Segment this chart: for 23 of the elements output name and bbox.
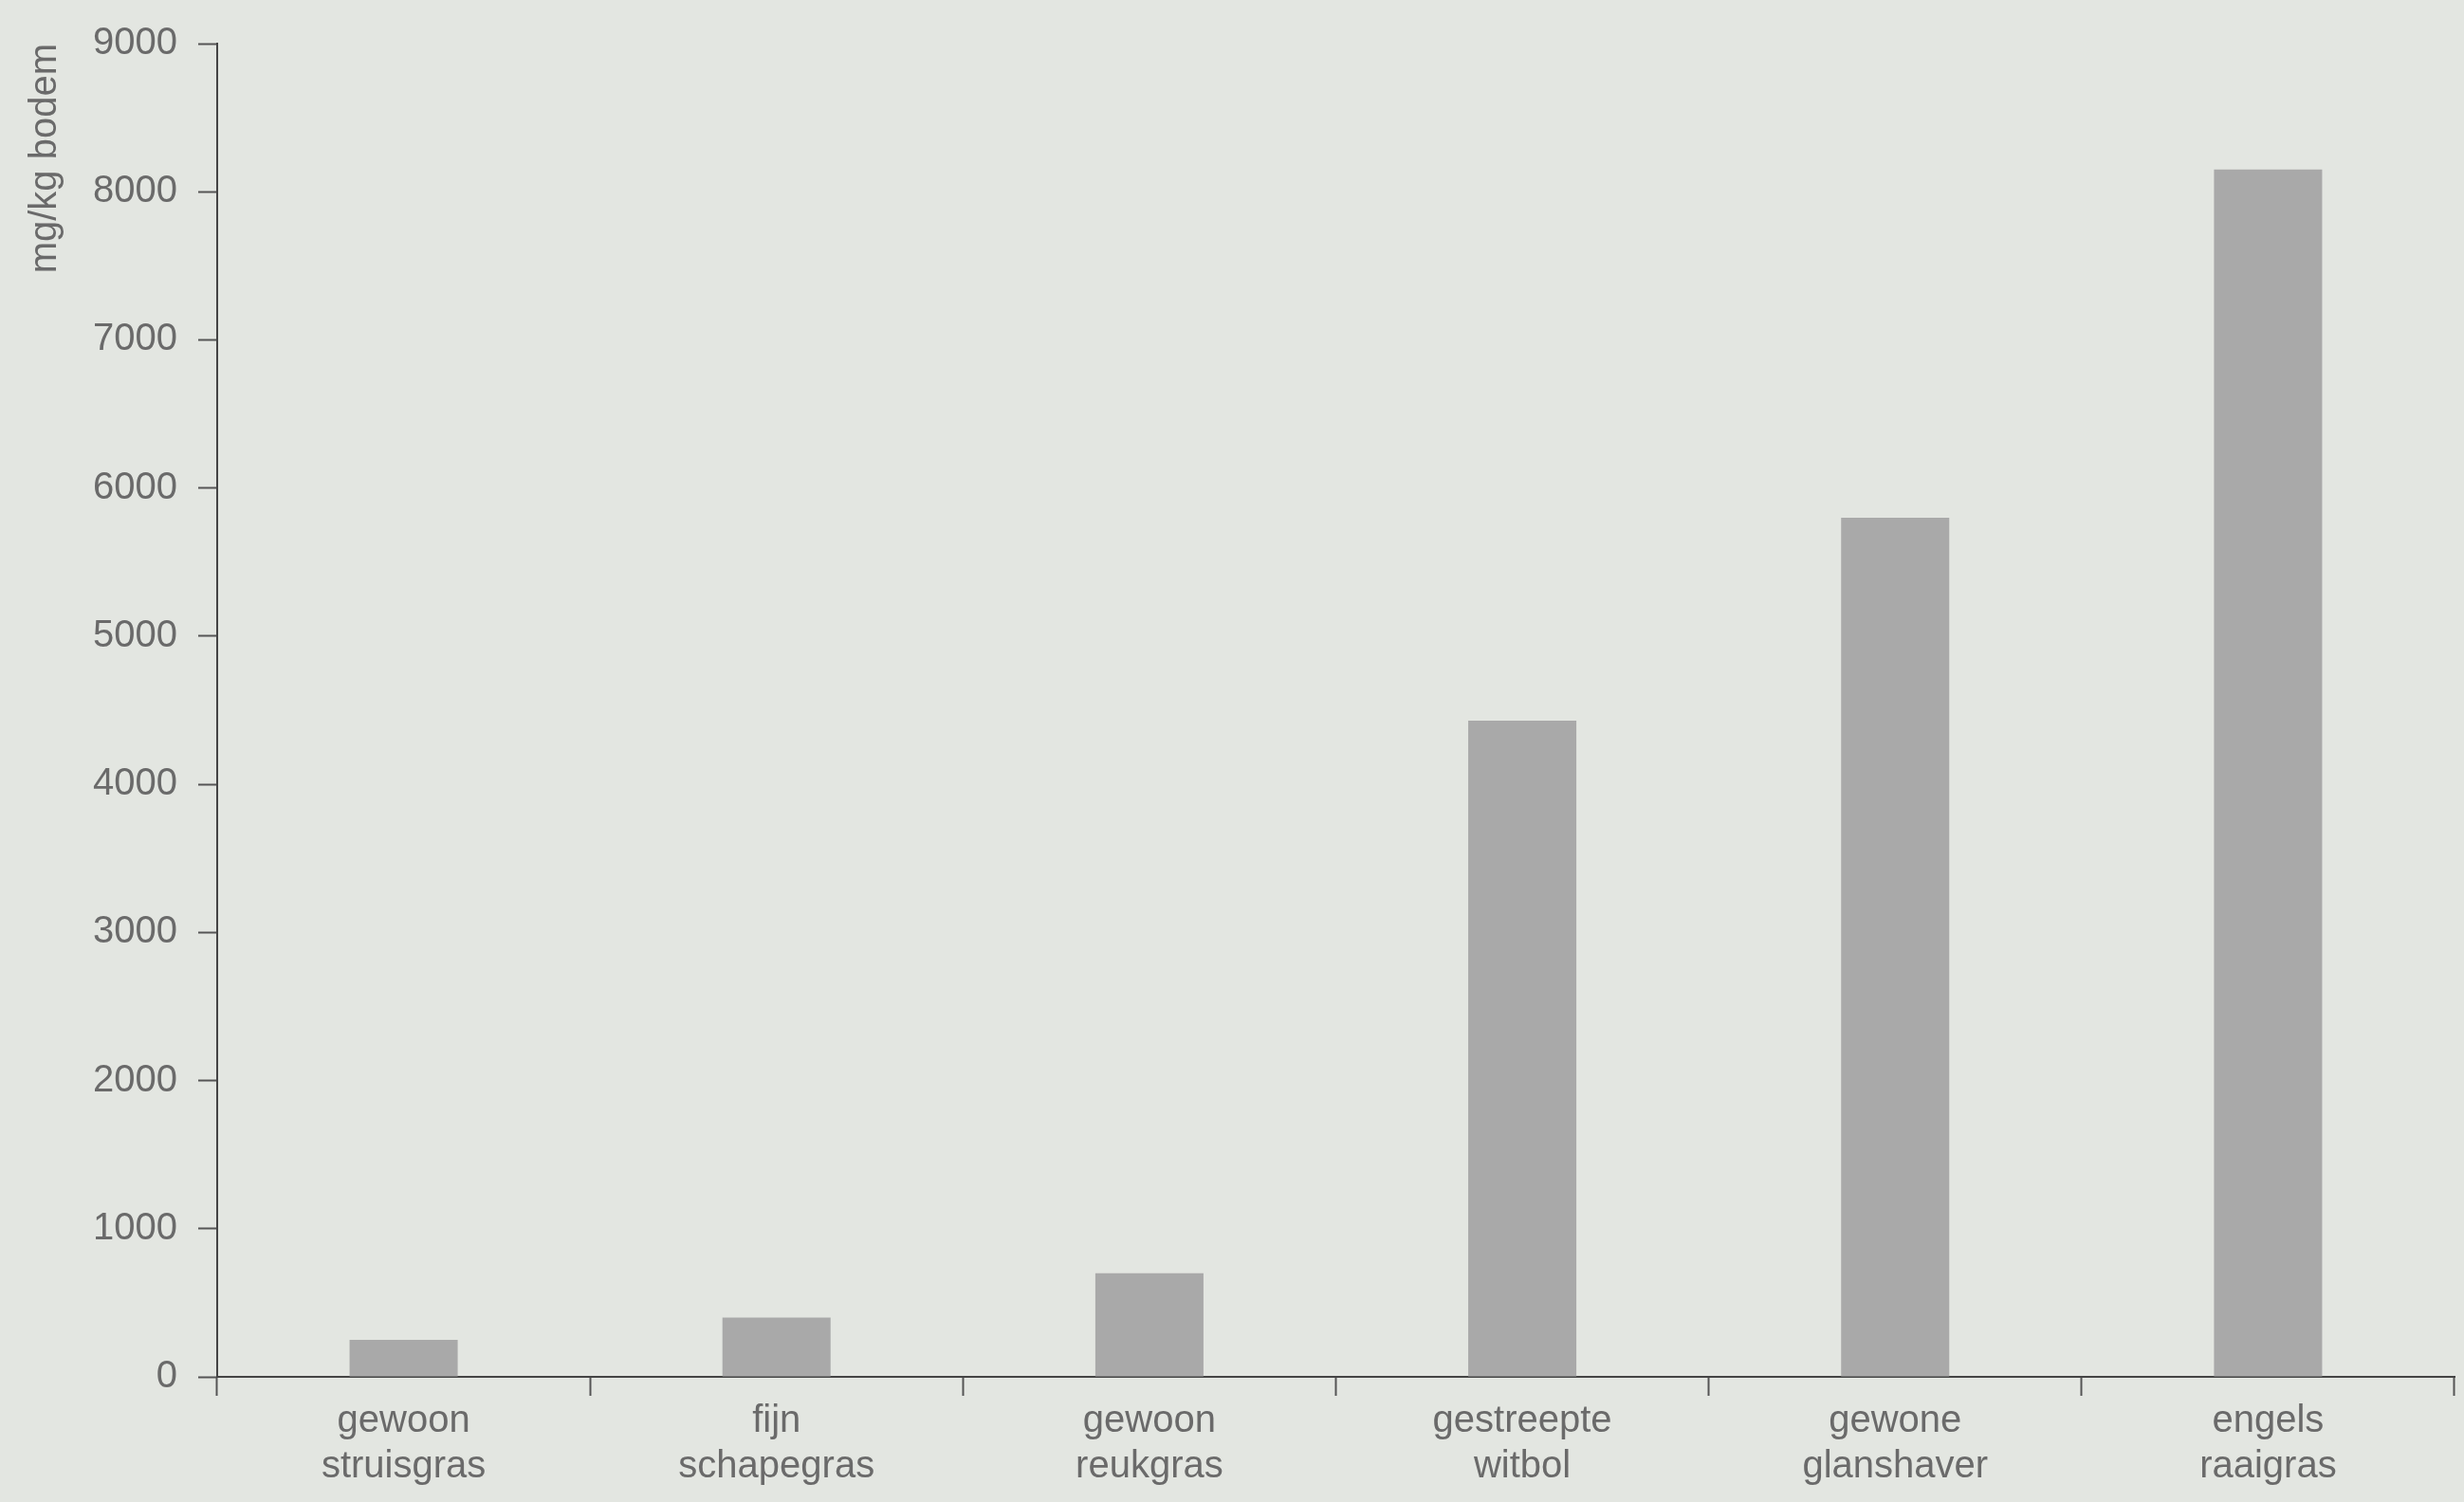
y-tick-label: 0 <box>156 1353 177 1396</box>
y-tick-label: 7000 <box>93 316 177 358</box>
bar <box>1094 1273 1204 1377</box>
bar <box>1841 517 1950 1377</box>
x-tick-label: gestreepte witbol <box>1432 1398 1612 1486</box>
y-tick-label: 9000 <box>93 20 177 63</box>
y-tick-label: 4000 <box>93 760 177 803</box>
x-tick-label: fijn schapegras <box>678 1398 875 1486</box>
y-tick-label: 2000 <box>93 1056 177 1099</box>
bar <box>1468 720 1577 1377</box>
y-tick-label: 5000 <box>93 612 177 654</box>
y-tick-label: 8000 <box>93 168 177 211</box>
y-tick-label: 1000 <box>93 1204 177 1247</box>
bar <box>349 1339 458 1377</box>
x-tick-label: gewoon struisgras <box>321 1398 487 1486</box>
bar <box>2214 169 2323 1377</box>
y-tick-label: 3000 <box>93 908 177 951</box>
x-tick-label: gewone glanshaver <box>1802 1398 1989 1486</box>
x-tick-label: gewoon reukgras <box>1076 1398 1223 1486</box>
x-tick-label: engels raaigras <box>2199 1398 2337 1486</box>
y-tick-label: 6000 <box>93 464 177 506</box>
bar <box>722 1317 831 1377</box>
y-axis-title: mg/kg bodem <box>22 44 64 274</box>
